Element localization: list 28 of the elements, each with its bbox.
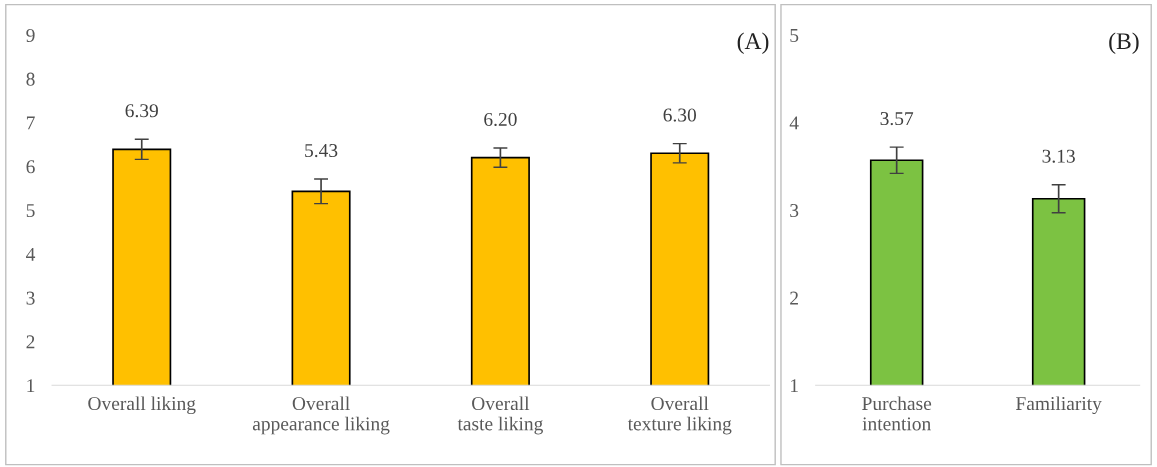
data-label: 3.13 (1042, 149, 1075, 163)
x-tick-label: Overall liking (88, 396, 196, 415)
data-label: 5.43 (305, 143, 338, 158)
data-label: 3.57 (880, 112, 914, 126)
x-tick-label: Purchase intention (862, 396, 932, 431)
y-tick-label: 5 (26, 204, 35, 218)
y-tick-label: 3 (26, 291, 35, 305)
y-tick-label: 1 (791, 379, 798, 393)
y-tick-label: 2 (26, 335, 35, 349)
data-label: 6.20 (484, 112, 517, 127)
y-tick-label: 1 (27, 379, 35, 393)
y-tick-label: 7 (26, 116, 35, 130)
x-tick-label: Overall appearance liking (252, 396, 390, 435)
y-tick-label: 3 (790, 204, 799, 218)
x-tick-label: Familiarity (1016, 396, 1102, 415)
y-tick-label: 4 (789, 116, 799, 130)
data-label: 6.30 (663, 108, 697, 122)
chart-title: (B) (1109, 32, 1139, 54)
y-tick-label: 9 (26, 28, 35, 42)
y-tick-label: 2 (790, 291, 798, 305)
y-tick-label: 4 (26, 247, 36, 261)
x-tick-label: Overall texture liking (627, 396, 732, 435)
y-tick-label: 6 (26, 160, 35, 174)
y-tick-label: 5 (790, 29, 799, 42)
x-tick-label: Overall taste liking (457, 396, 543, 435)
chart-title: (A) (737, 32, 769, 54)
data-label: 6.39 (125, 104, 158, 118)
y-tick-label: 8 (26, 72, 35, 86)
